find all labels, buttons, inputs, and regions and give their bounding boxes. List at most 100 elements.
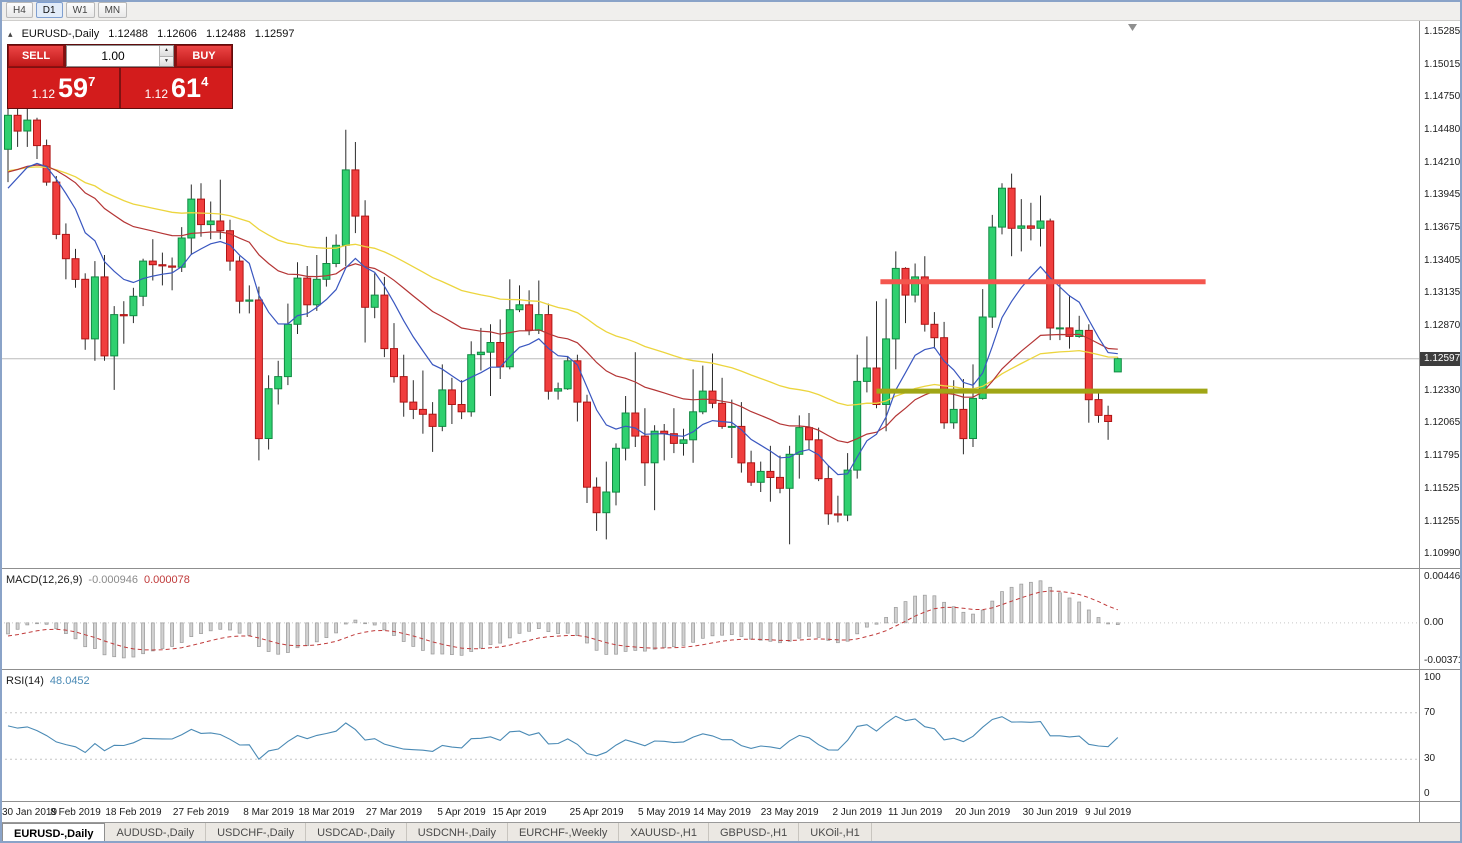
date-axis-label: 5 Apr 2019 (437, 807, 486, 818)
date-axis-label: 27 Mar 2019 (365, 807, 423, 818)
price-axis-label: 1.13675 (1424, 221, 1461, 233)
date-axis-label: 9 Jul 2019 (1085, 807, 1132, 818)
timeframe-toolbar: H4 D1 W1 MN (0, 0, 1462, 21)
macd-label: MACD(12,26,9) -0.000946 0.000078 (6, 574, 190, 586)
rsi-axis-label: 100 (1424, 672, 1441, 683)
timeframe-button-d1[interactable]: D1 (35, 2, 63, 18)
date-axis: 30 Jan 2019 8 Feb 2019 18 Feb 2019 27 Feb 2… (0, 801, 1462, 822)
ma-mid-line (7, 164, 1118, 444)
chart-shift-marker-icon[interactable] (1128, 24, 1137, 31)
chart-tab-bar: EURUSD-,Daily AUDUSD-,Daily USDCHF-,Daily U… (0, 822, 1462, 843)
price-axis-label: 1.13135 (1424, 287, 1461, 299)
tab-usdchf-daily[interactable]: USDCHF-,Daily (206, 823, 307, 843)
macd-main-value: -0.000946 (88, 574, 138, 586)
tab-eurusd-daily[interactable]: EURUSD-,Daily (2, 823, 106, 843)
trade-prices-row: 1.12 59 7 1.12 61 4 (8, 68, 232, 108)
price-chart-canvas[interactable] (0, 21, 1419, 568)
chart-symbol-period: EURUSD-,Daily (21, 28, 100, 40)
chart-ohlc-info: ▴ EURUSD-,Daily 1.12488 1.12606 1.12488 … (8, 28, 301, 40)
buy-price-prefix: 1.12 (144, 87, 169, 101)
buy-price-display[interactable]: 1.12 61 4 (121, 68, 232, 108)
trade-panel-toggle-icon[interactable]: ▴ (8, 29, 13, 39)
macd-signal-value: 0.000078 (143, 574, 190, 586)
price-axis-label: 1.11525 (1424, 483, 1460, 494)
date-axis-label: 23 May 2019 (760, 807, 819, 818)
date-axis-label: 20 Jun 2019 (955, 807, 1011, 818)
macd-axis-label: 0.00 (1424, 616, 1444, 628)
current-price-tag: 1.12597 (1420, 351, 1462, 366)
tab-eurchf-weekly[interactable]: EURCHF-,Weekly (508, 823, 620, 843)
macd-histogram (6, 580, 1120, 659)
axis-separator (1419, 21, 1420, 822)
ohlc-open: 1.12488 (108, 28, 149, 40)
price-axis-label: 1.11795 (1424, 450, 1460, 462)
volume-stepper[interactable]: 1.00 ▲ ▼ (66, 45, 174, 67)
price-axis-label: 1.12870 (1424, 319, 1461, 331)
date-axis-label: 11 Jun 2019 (887, 807, 943, 818)
price-axis-label: 1.14210 (1424, 156, 1461, 168)
date-axis-label: 8 Mar 2019 (243, 807, 294, 818)
date-axis-label: 5 May 2019 (638, 807, 691, 818)
date-axis-label: 27 Feb 2019 (172, 807, 230, 818)
candlestick-series (4, 100, 1122, 545)
tab-usdcnh-daily[interactable]: USDCNH-,Daily (407, 823, 508, 843)
date-axis-label: 2 Jun 2019 (832, 807, 882, 818)
rsi-label: RSI(14) 48.0452 (6, 675, 90, 687)
ma-slow-line (7, 166, 1118, 407)
one-click-trading-panel: SELL 1.00 ▲ ▼ BUY 1.12 59 7 1.12 61 4 (8, 45, 232, 108)
price-axis-label: 1.14480 (1424, 123, 1461, 135)
ma-fast-line (7, 162, 1118, 476)
rsi-axis-label: 0 (1424, 788, 1430, 799)
sell-price-big-digits: 59 (58, 72, 89, 103)
price-axis-label: 1.13405 (1424, 254, 1461, 266)
price-axis-label: 1.15015 (1424, 58, 1461, 70)
price-pane: ▴ EURUSD-,Daily 1.12488 1.12606 1.12488 … (0, 21, 1462, 568)
date-axis-label: 30 Jun 2019 (1022, 807, 1078, 818)
price-axis-label: 1.13945 (1424, 188, 1461, 200)
ohlc-low: 1.12488 (205, 28, 246, 40)
rsi-canvas[interactable] (0, 670, 1419, 801)
macd-canvas[interactable] (0, 569, 1419, 669)
rsi-line (7, 715, 1119, 761)
tab-xauusd-h1[interactable]: XAUUSD-,H1 (619, 823, 709, 843)
macd-signal-line (7, 590, 1118, 651)
price-axis-label: 1.10990 (1424, 548, 1461, 559)
sell-price-prefix: 1.12 (31, 87, 56, 101)
volume-value[interactable]: 1.00 (101, 49, 125, 63)
volume-increase-icon[interactable]: ▲ (160, 46, 173, 57)
buy-price-big-digits: 61 (171, 72, 202, 103)
macd-axis-label: 0.004465 (1424, 571, 1462, 582)
rsi-axis-label: 30 (1424, 753, 1436, 765)
rsi-name: RSI(14) (6, 675, 44, 687)
price-axis-label: 1.12330 (1424, 385, 1461, 397)
date-axis-label: 14 May 2019 (693, 807, 752, 818)
tab-gbpusd-h1[interactable]: GBPUSD-,H1 (709, 823, 800, 843)
ohlc-high: 1.12606 (157, 28, 197, 40)
tab-usdcad-daily[interactable]: USDCAD-,Daily (306, 823, 407, 843)
timeframe-button-mn[interactable]: MN (97, 2, 128, 18)
date-axis-label: 8 Feb 2019 (50, 807, 101, 818)
sell-price-pipette: 7 (88, 74, 96, 89)
volume-spinner: ▲ ▼ (159, 46, 173, 66)
sell-button[interactable]: SELL (8, 45, 64, 67)
sell-price-display[interactable]: 1.12 59 7 (8, 68, 119, 108)
timeframe-button-w1[interactable]: W1 (65, 2, 95, 18)
tab-audusd-daily[interactable]: AUDUSD-,Daily (105, 823, 207, 843)
date-axis-label: 15 Apr 2019 (492, 807, 547, 818)
timeframe-button-h4[interactable]: H4 (6, 2, 33, 18)
price-axis-label: 1.15285 (1424, 26, 1461, 37)
price-axis-label: 1.14750 (1424, 91, 1461, 102)
macd-pane: MACD(12,26,9) -0.000946 0.000078 0.004465 0… (0, 568, 1462, 669)
macd-name: MACD(12,26,9) (6, 574, 83, 586)
volume-decrease-icon[interactable]: ▼ (160, 56, 173, 66)
price-axis-label: 1.12065 (1424, 417, 1461, 429)
rsi-value: 48.0452 (49, 675, 90, 687)
tab-ukoil-h1[interactable]: UKOil-,H1 (799, 823, 872, 843)
buy-button[interactable]: BUY (176, 45, 232, 67)
date-axis-label: 25 Apr 2019 (569, 807, 624, 818)
date-axis-label: 30 Jan 2019 (2, 807, 58, 818)
date-axis-label: 18 Feb 2019 (105, 807, 162, 818)
rsi-pane: RSI(14) 48.0452 100 70 30 0 (0, 669, 1462, 801)
date-axis-label: 18 Mar 2019 (298, 807, 355, 818)
